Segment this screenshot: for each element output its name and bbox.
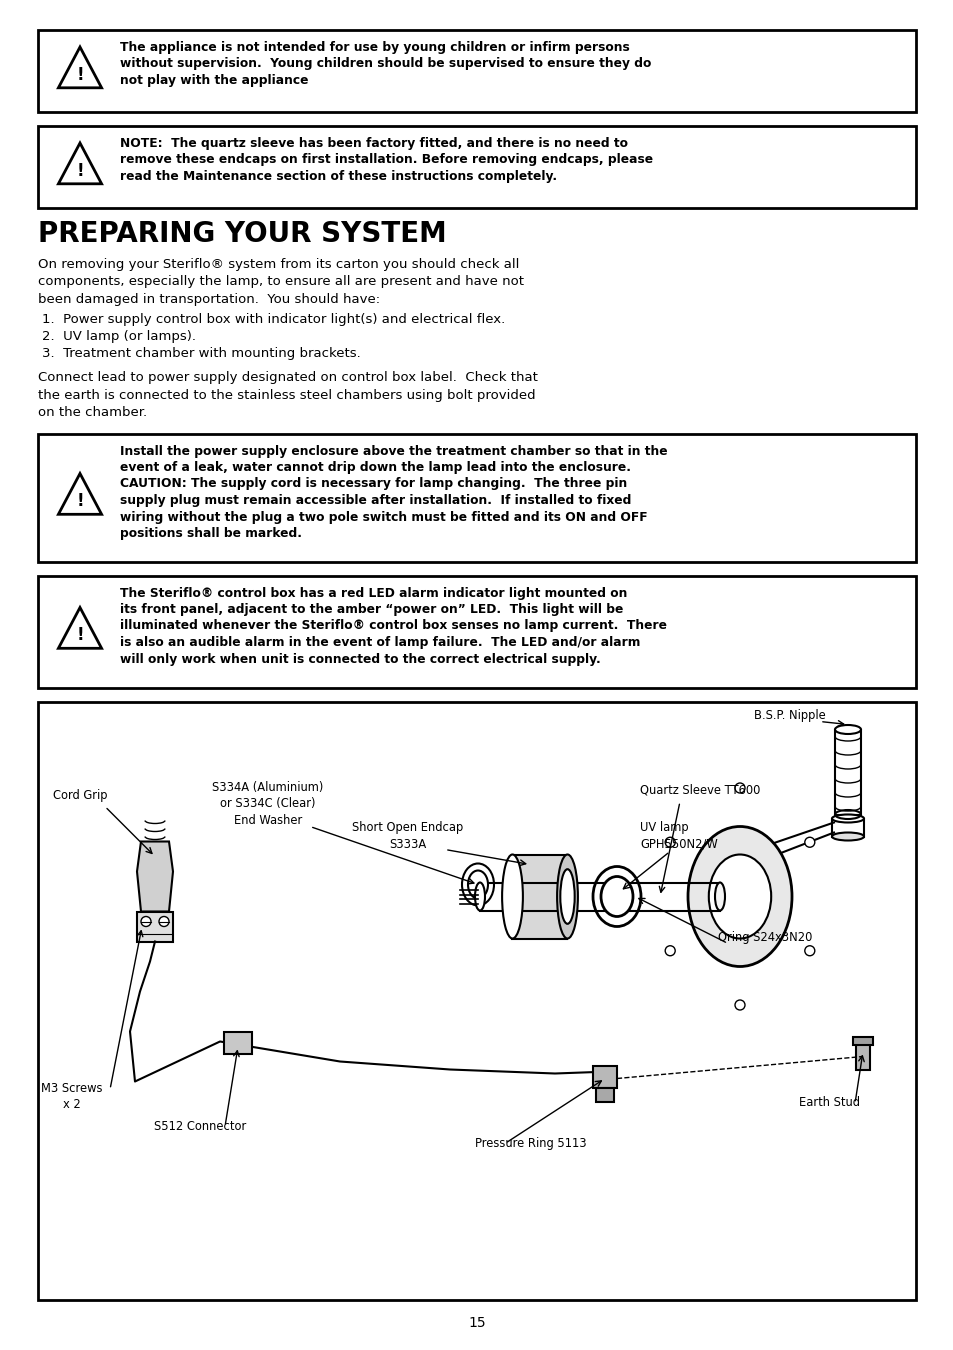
- Circle shape: [664, 946, 675, 956]
- Text: Quartz Sleeve TT600: Quartz Sleeve TT600: [639, 783, 760, 796]
- Text: 1.  Power supply control box with indicator light(s) and electrical flex.: 1. Power supply control box with indicat…: [42, 312, 505, 325]
- Bar: [38, 30, 915, 112]
- Polygon shape: [58, 474, 101, 514]
- Ellipse shape: [468, 871, 488, 899]
- Ellipse shape: [501, 855, 522, 938]
- Bar: [137, 911, 172, 941]
- Circle shape: [664, 837, 675, 848]
- Text: Cord Grip: Cord Grip: [52, 790, 107, 802]
- Text: PREPARING YOUR SYSTEM: PREPARING YOUR SYSTEM: [38, 220, 446, 248]
- Ellipse shape: [831, 833, 863, 841]
- Circle shape: [734, 783, 744, 792]
- Bar: [852, 1037, 872, 1045]
- Ellipse shape: [461, 864, 494, 906]
- Ellipse shape: [557, 855, 578, 938]
- Text: been damaged in transportation.  You should have:: been damaged in transportation. You shou…: [38, 293, 379, 306]
- Text: B.S.P. Nipple: B.S.P. Nipple: [753, 710, 825, 722]
- Text: The appliance is not intended for use by young children or infirm persons
withou: The appliance is not intended for use by…: [120, 40, 651, 86]
- Bar: [38, 433, 915, 562]
- Bar: [831, 818, 863, 837]
- Text: On removing your Steriflo® system from its carton you should check all: On removing your Steriflo® system from i…: [38, 258, 518, 271]
- Ellipse shape: [593, 867, 640, 926]
- Ellipse shape: [831, 814, 863, 822]
- Ellipse shape: [600, 876, 633, 917]
- Ellipse shape: [708, 855, 770, 938]
- Text: Short Open Endcap
S333A: Short Open Endcap S333A: [352, 822, 463, 850]
- Text: Connect lead to power supply designated on control box label.  Check that: Connect lead to power supply designated …: [38, 371, 537, 383]
- Ellipse shape: [687, 826, 791, 967]
- Polygon shape: [58, 608, 101, 648]
- Circle shape: [804, 837, 814, 848]
- Text: S512 Connector: S512 Connector: [153, 1119, 246, 1133]
- Text: !: !: [76, 162, 84, 180]
- Bar: [593, 1065, 617, 1088]
- Text: 2.  UV lamp (or lamps).: 2. UV lamp (or lamps).: [42, 329, 195, 343]
- Bar: [224, 1031, 252, 1053]
- Polygon shape: [58, 143, 101, 184]
- Text: UV lamp
GPH550N2/W: UV lamp GPH550N2/W: [639, 822, 717, 850]
- Circle shape: [804, 946, 814, 956]
- Bar: [834, 729, 861, 814]
- Text: !: !: [76, 493, 84, 510]
- Text: components, especially the lamp, to ensure all are present and have not: components, especially the lamp, to ensu…: [38, 275, 523, 289]
- Bar: [596, 1088, 614, 1102]
- Text: M3 Screws
x 2: M3 Screws x 2: [41, 1081, 103, 1111]
- Text: 3.  Treatment chamber with mounting brackets.: 3. Treatment chamber with mounting brack…: [42, 347, 360, 360]
- Text: !: !: [76, 626, 84, 644]
- Ellipse shape: [475, 883, 484, 910]
- Text: on the chamber.: on the chamber.: [38, 406, 147, 418]
- Circle shape: [734, 1000, 744, 1010]
- Text: Earth Stud: Earth Stud: [799, 1096, 860, 1110]
- Circle shape: [159, 917, 169, 926]
- Ellipse shape: [714, 883, 724, 910]
- Text: NOTE:  The quartz sleeve has been factory fitted, and there is no need to
remove: NOTE: The quartz sleeve has been factory…: [120, 136, 653, 184]
- Bar: [512, 855, 567, 938]
- Polygon shape: [137, 841, 172, 911]
- Bar: [855, 1041, 869, 1069]
- Text: 15: 15: [468, 1316, 485, 1330]
- Text: S334A (Aluminium)
or S334C (Clear)
End Washer: S334A (Aluminium) or S334C (Clear) End W…: [213, 782, 323, 826]
- Ellipse shape: [559, 869, 574, 923]
- Bar: [38, 126, 915, 208]
- Circle shape: [141, 917, 151, 926]
- Polygon shape: [58, 47, 101, 88]
- Bar: [38, 702, 915, 1300]
- Text: Pressure Ring 5113: Pressure Ring 5113: [475, 1137, 586, 1149]
- Ellipse shape: [834, 725, 861, 734]
- Text: the earth is connected to the stainless steel chambers using bolt provided: the earth is connected to the stainless …: [38, 389, 535, 401]
- Text: Oring S24x3N20: Oring S24x3N20: [718, 931, 812, 945]
- Bar: [38, 575, 915, 687]
- Text: Install the power supply enclosure above the treatment chamber so that in the
ev: Install the power supply enclosure above…: [120, 444, 667, 540]
- Text: The Steriflo® control box has a red LED alarm indicator light mounted on
its fro: The Steriflo® control box has a red LED …: [120, 586, 666, 666]
- Text: !: !: [76, 66, 84, 84]
